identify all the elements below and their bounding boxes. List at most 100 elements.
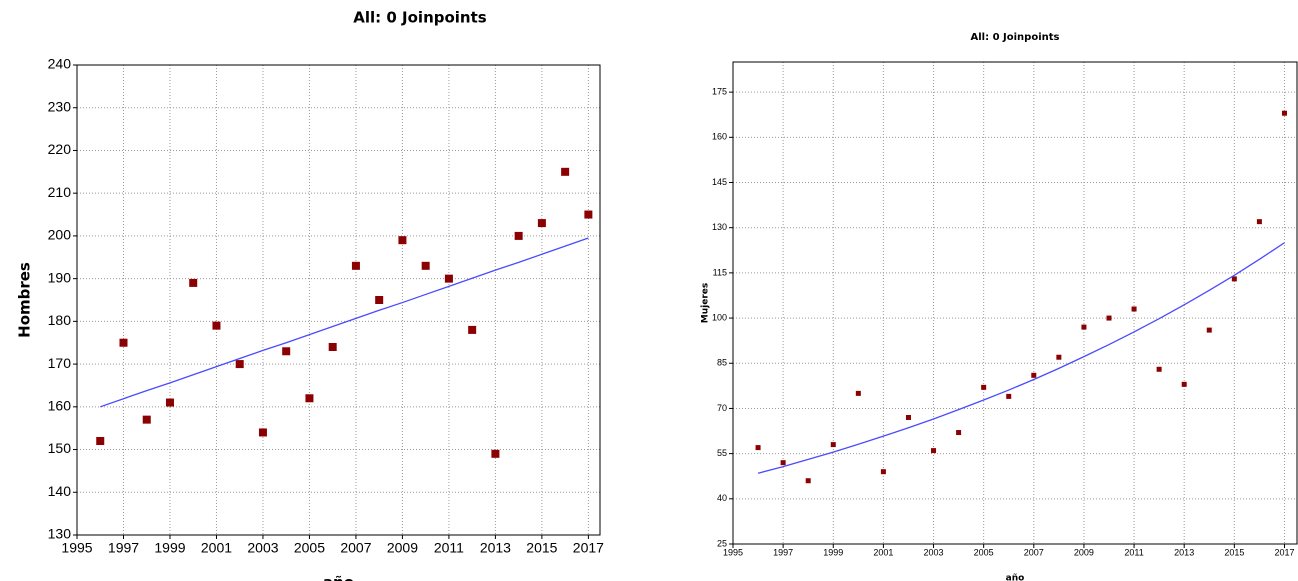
data-point [165, 398, 174, 407]
data-point [855, 390, 861, 396]
chart-title: All: 0 Joinpoints [353, 9, 487, 27]
data-point [1081, 324, 1087, 330]
y-tick-label: 100 [712, 312, 727, 322]
y-tick-label: 180 [48, 312, 72, 328]
x-tick-label: 2007 [1024, 547, 1044, 557]
data-point [1181, 381, 1187, 387]
x-tick-label: 1999 [154, 540, 185, 556]
trend-line [757, 242, 1285, 474]
chart-title: All: 0 Joinpoints [971, 32, 1060, 43]
plot-area [77, 65, 600, 535]
x-tick-label: 1997 [773, 547, 793, 557]
data-point [1281, 110, 1287, 116]
y-tick-label: 230 [48, 98, 72, 114]
data-point [468, 325, 477, 334]
x-tick-label: 2005 [974, 547, 994, 557]
data-point [351, 261, 360, 270]
data-point [96, 437, 105, 445]
data-point [931, 448, 937, 454]
y-tick-label: 145 [712, 177, 727, 187]
y-tick-label: 210 [48, 184, 72, 200]
y-tick-label: 220 [48, 141, 72, 157]
x-tick-label: 2013 [1174, 547, 1194, 557]
data-point [142, 415, 151, 424]
y-tick-label: 160 [712, 132, 727, 142]
plot-area [733, 62, 1297, 544]
x-tick-label: 1999 [823, 547, 843, 557]
data-point [561, 167, 570, 176]
x-tick-label: 2003 [924, 547, 944, 557]
x-axis-label: año [1006, 574, 1025, 581]
y-tick-label: 190 [48, 269, 72, 285]
data-point [805, 478, 811, 484]
y-tick-label: 130 [48, 526, 72, 542]
data-point [375, 296, 384, 304]
data-point [880, 469, 886, 475]
y-tick-label: 150 [48, 440, 72, 456]
data-point [780, 460, 786, 466]
plot-border [76, 64, 601, 536]
y-tick-label: 70 [717, 403, 727, 413]
y-tick-label: 40 [717, 493, 727, 503]
data-point [444, 274, 453, 283]
x-tick-label: 2003 [247, 540, 278, 556]
data-point [258, 428, 267, 437]
data-point [282, 347, 291, 356]
x-tick-label: 2011 [434, 540, 464, 556]
y-tick-label: 160 [48, 398, 72, 414]
data-point [1031, 372, 1037, 378]
x-tick-label: 2011 [1124, 547, 1143, 557]
x-tick-label: 2001 [873, 547, 893, 557]
data-point [514, 231, 523, 240]
x-tick-label: 2005 [294, 540, 325, 556]
y-axis-label: Hombres [16, 262, 34, 338]
y-tick-label: 140 [48, 483, 72, 499]
data-point [328, 343, 337, 351]
x-tick-label: 1995 [61, 540, 92, 556]
data-point [584, 210, 593, 219]
x-tick-label: 2001 [201, 540, 232, 556]
y-axis-label: Mujeres [701, 283, 711, 323]
x-tick-label: 2015 [526, 540, 557, 556]
data-point [491, 449, 500, 458]
data-point [1156, 366, 1162, 372]
data-point [1206, 327, 1212, 333]
x-tick-label: 1995 [723, 547, 743, 557]
y-tick-label: 175 [712, 87, 727, 97]
x-tick-label: 2017 [1274, 547, 1294, 557]
y-tick-label: 55 [717, 448, 727, 458]
data-point [830, 442, 836, 448]
data-point [421, 261, 430, 270]
data-point [212, 321, 221, 330]
y-tick-label: 130 [712, 222, 727, 232]
data-point [1006, 393, 1012, 399]
data-point [981, 384, 987, 390]
y-tick-label: 115 [713, 267, 727, 277]
y-tick-label: 170 [48, 355, 72, 371]
x-tick-label: 1997 [108, 540, 139, 556]
data-point [1056, 354, 1062, 360]
data-point [1231, 276, 1237, 282]
x-tick-label: 2013 [480, 540, 511, 556]
x-axis-label: año [323, 574, 354, 581]
x-tick-label: 2007 [340, 540, 371, 556]
y-tick-label: 200 [48, 227, 72, 243]
data-point [119, 338, 128, 347]
trend-line [100, 237, 589, 408]
plot-border [732, 61, 1298, 545]
x-tick-label: 2015 [1224, 547, 1244, 557]
data-point [235, 360, 244, 369]
data-point [755, 445, 761, 451]
data-point [1106, 315, 1112, 321]
data-point [1131, 306, 1137, 312]
y-tick-label: 25 [717, 538, 727, 548]
data-point [905, 414, 911, 420]
data-point [1256, 219, 1262, 225]
x-tick-label: 2017 [573, 540, 604, 556]
data-point [537, 219, 546, 228]
data-point [956, 430, 962, 436]
y-tick-label: 240 [48, 56, 72, 72]
x-tick-label: 2009 [387, 540, 418, 556]
y-tick-label: 85 [717, 358, 727, 368]
